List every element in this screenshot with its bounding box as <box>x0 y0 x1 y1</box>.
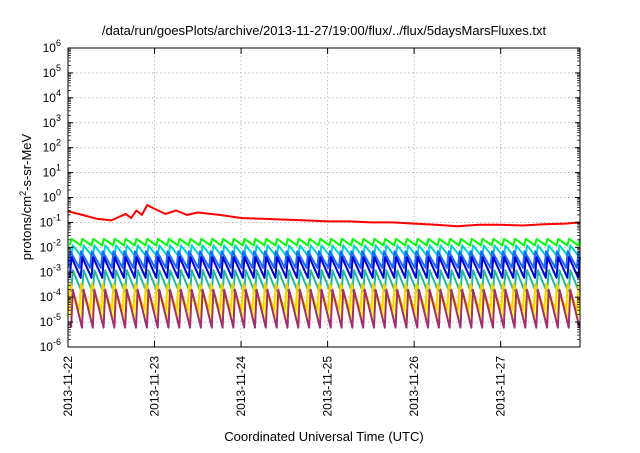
x-tick-label: 2013-11-27 <box>494 356 508 417</box>
y-tick-label: 10-5 <box>40 312 61 329</box>
series-line-9 <box>70 288 581 329</box>
x-axis-label: Coordinated Universal Time (UTC) <box>224 429 423 444</box>
y-axis-label-sup: 2 <box>18 191 28 196</box>
y-tick-label: 10-6 <box>40 337 61 354</box>
y-tick-label: 10-1 <box>40 212 61 229</box>
y-tick-label: 10-4 <box>40 287 61 304</box>
chart-title: /data/run/goesPlots/archive/2013-11-27/1… <box>102 23 547 38</box>
y-tick-label: 106 <box>43 38 61 55</box>
x-axis: 2013-11-22 2013-11-23 2013-11-24 2013-11-25… <box>61 48 508 417</box>
y-tick-label: 105 <box>43 63 61 80</box>
y-tick-label: 101 <box>43 163 61 180</box>
y-tick-label: 10-2 <box>40 237 61 254</box>
y-tick-label: 104 <box>43 88 61 105</box>
y-axis-label-prefix: protons/cm <box>19 196 34 260</box>
x-tick-label: 2013-11-24 <box>234 356 248 417</box>
series-group <box>67 204 581 329</box>
series-line-4 <box>67 250 580 269</box>
y-tick-label: 103 <box>43 113 61 130</box>
series-line-1 <box>67 204 581 228</box>
series-line-5 <box>68 256 581 279</box>
y-tick-label: 100 <box>43 188 61 205</box>
x-tick-label: 2013-11-26 <box>407 356 421 417</box>
x-tick-label: 2013-11-23 <box>148 356 162 417</box>
x-tick-label: 2013-11-22 <box>61 356 75 417</box>
y-axis-label: protons/cm2-s-sr-MeV <box>18 133 34 260</box>
x-tick-label: 2013-11-25 <box>321 356 335 417</box>
y-tick-label: 102 <box>43 138 61 155</box>
y-tick-label: 10-3 <box>40 262 61 279</box>
y-axis-label-suffix: -s-sr-MeV <box>19 133 34 190</box>
series-line-2 <box>68 237 581 247</box>
